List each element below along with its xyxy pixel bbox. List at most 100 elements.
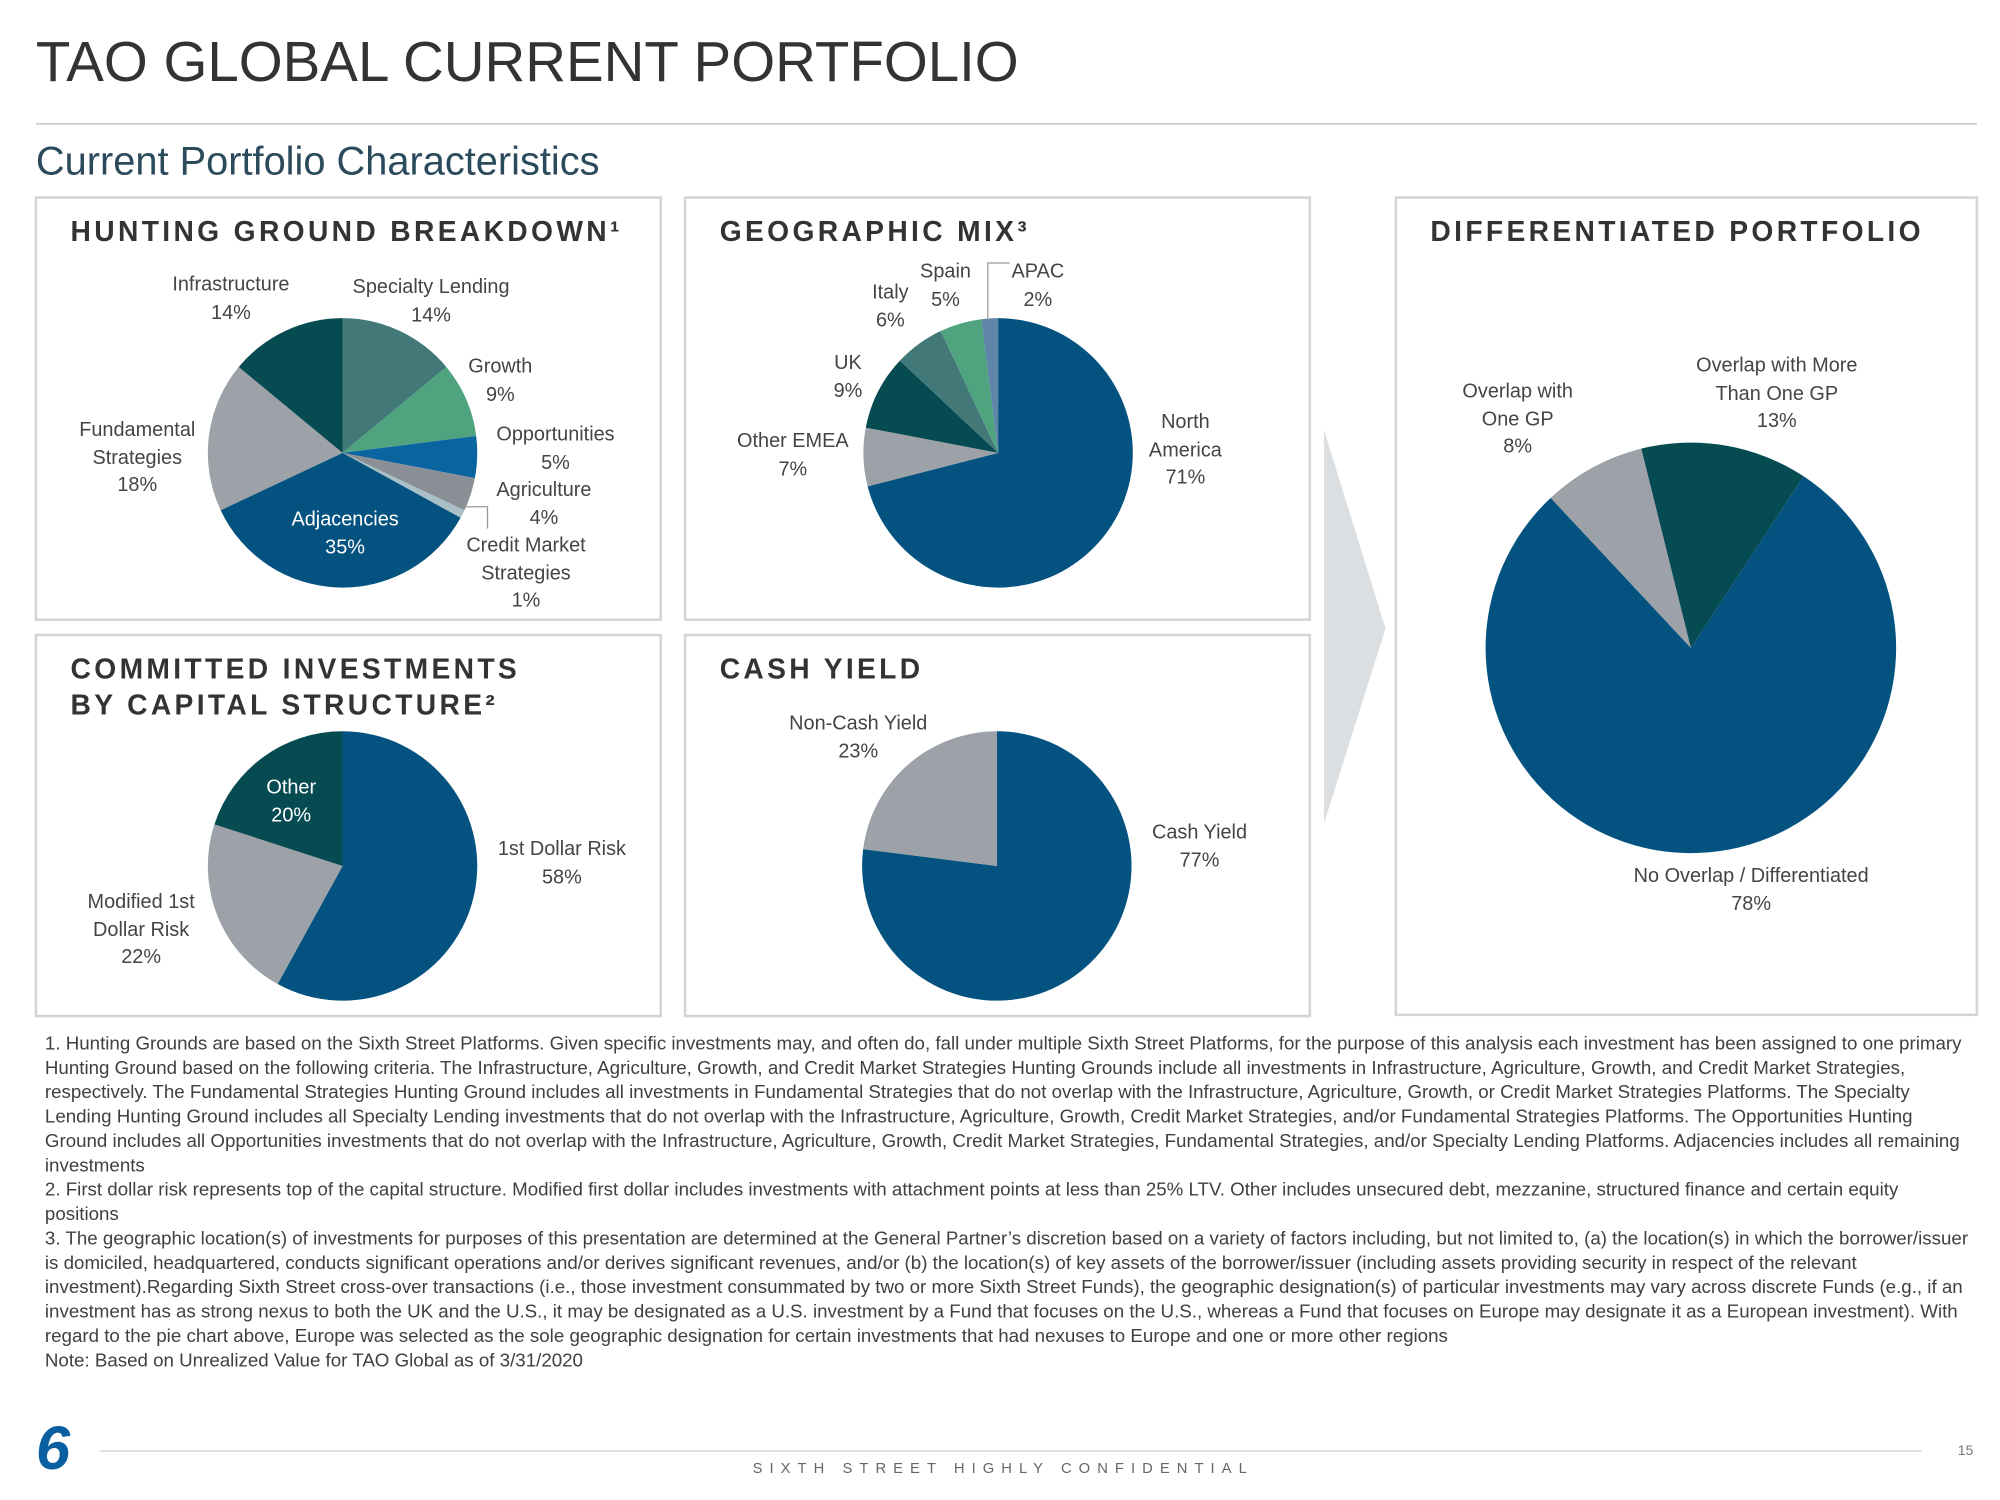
pie-slice bbox=[1641, 442, 1804, 648]
value-label: 5% bbox=[931, 288, 960, 311]
slice-label: Fundamental Strategies 18% bbox=[79, 417, 195, 500]
value-label: 23% bbox=[838, 740, 879, 763]
value-label: 6% bbox=[875, 309, 905, 331]
category-label: Credit Market Strategies bbox=[466, 534, 586, 585]
slice-label: Overlap with One GP 8% bbox=[1462, 378, 1573, 461]
pie-slice bbox=[865, 360, 999, 453]
slice-label: Opportunities 5% bbox=[496, 421, 614, 476]
panel bbox=[683, 196, 1312, 621]
category-label: Fundamental Strategies bbox=[79, 419, 196, 469]
pie-slice bbox=[940, 319, 999, 453]
slice-label: Modified 1st Dollar Risk 22% bbox=[88, 889, 195, 972]
slice-label: Specialty Lending 14% bbox=[353, 274, 510, 329]
panel-title: HUNTING GROUND BREAKDOWN¹ bbox=[70, 215, 623, 248]
panel-title: CASH YIELD bbox=[719, 652, 924, 686]
slice-label: Spain 5% bbox=[920, 259, 971, 314]
arrow bbox=[1323, 429, 1386, 824]
slice-label: Non-Cash Yield 23% bbox=[789, 710, 927, 765]
category-label: Spain bbox=[920, 261, 971, 283]
pie-slice bbox=[981, 318, 999, 453]
pie-slice bbox=[899, 330, 999, 453]
slice-label: Cash Yield 77% bbox=[1152, 819, 1247, 874]
category-label: Modified 1st Dollar Risk bbox=[87, 891, 195, 941]
category-label: Overlap with More Than One GP bbox=[1696, 355, 1858, 405]
slice-label: Infrastructure 14% bbox=[172, 271, 289, 326]
pie-slice bbox=[1485, 476, 1897, 854]
panel bbox=[683, 633, 1312, 1018]
pie-slice bbox=[207, 366, 343, 511]
slice-label: Overlap with More Than One GP 13% bbox=[1696, 352, 1857, 435]
slice-label: Adjacencies 35% bbox=[291, 506, 398, 561]
panel bbox=[34, 633, 662, 1018]
category-label: Opportunities bbox=[496, 423, 615, 446]
pie-slice bbox=[1550, 448, 1691, 648]
value-label: 2% bbox=[1023, 288, 1053, 311]
category-label: Growth bbox=[468, 356, 533, 378]
category-label: Adjacencies bbox=[291, 508, 399, 531]
slice-label: Credit Market Strategies 1% bbox=[466, 532, 585, 615]
pie-slice bbox=[342, 318, 447, 453]
pie-slice bbox=[214, 731, 343, 866]
leader-line bbox=[465, 506, 489, 529]
footnote: 3. The geographic location(s) of investm… bbox=[44, 1229, 1969, 1348]
pie-slice bbox=[342, 452, 475, 511]
panel-title: COMMITTED INVESTMENTS BY CAPITAL STRUCTU… bbox=[70, 652, 521, 721]
category-label: APAC bbox=[1011, 261, 1065, 283]
category-label: Specialty Lending bbox=[352, 276, 510, 299]
slide-subtitle: Current Portfolio Characteristics bbox=[35, 138, 600, 184]
value-label: 9% bbox=[833, 379, 863, 402]
category-label: Italy bbox=[872, 281, 909, 304]
logo: 6 bbox=[35, 1415, 71, 1484]
slice-label: Other 20% bbox=[266, 774, 316, 829]
pie-slice bbox=[207, 824, 343, 984]
value-label: 14% bbox=[211, 301, 251, 324]
value-label: 78% bbox=[1731, 892, 1772, 915]
slice-label: No Overlap / Differentiated 78% bbox=[1634, 863, 1869, 918]
category-label: Other bbox=[266, 776, 317, 799]
slice-label: Other EMEA 7% bbox=[737, 428, 849, 483]
category-label: Overlap with One GP bbox=[1462, 380, 1573, 431]
value-label: 9% bbox=[485, 383, 515, 406]
confidential: SIXTH STREET HIGHLY CONFIDENTIAL bbox=[752, 1461, 1254, 1477]
leader-line bbox=[987, 262, 1010, 321]
value-label: 13% bbox=[1756, 410, 1797, 433]
value-label: 14% bbox=[411, 304, 451, 326]
value-label: 77% bbox=[1179, 849, 1220, 872]
pie-slice bbox=[220, 452, 461, 588]
value-label: 8% bbox=[1503, 435, 1533, 458]
value-label: 4% bbox=[529, 506, 559, 529]
pie-slice bbox=[342, 435, 478, 479]
category-label: Other EMEA bbox=[737, 430, 849, 453]
panel-title: DIFFERENTIATED PORTFOLIO bbox=[1430, 215, 1924, 248]
value-label: 58% bbox=[541, 865, 582, 888]
slice-label: Italy 6% bbox=[872, 279, 908, 334]
category-label: No Overlap / Differentiated bbox=[1633, 865, 1869, 888]
footnote: Note: Based on Unrealized Value for TAO … bbox=[44, 1350, 583, 1372]
value-label: 35% bbox=[325, 536, 365, 559]
value-label: 5% bbox=[541, 451, 570, 474]
pie-slice bbox=[238, 318, 343, 453]
slice-label: 1st Dollar Risk 58% bbox=[498, 836, 626, 891]
category-label: 1st Dollar Risk bbox=[497, 838, 627, 861]
category-label: Agriculture bbox=[496, 479, 592, 501]
value-label: 1% bbox=[511, 589, 541, 612]
category-label: North America bbox=[1148, 411, 1222, 461]
value-label: 20% bbox=[271, 804, 312, 827]
slice-label: North America 71% bbox=[1149, 409, 1222, 492]
value-label: 22% bbox=[121, 946, 162, 969]
panel bbox=[34, 196, 662, 621]
slice-label: UK 9% bbox=[834, 350, 863, 405]
value-label: 71% bbox=[1165, 466, 1206, 489]
value-label: 7% bbox=[778, 457, 808, 480]
category-label: Non-Cash Yield bbox=[789, 712, 928, 735]
value-label: 18% bbox=[117, 474, 158, 497]
panel bbox=[1394, 196, 1979, 1017]
footnote: 2. First dollar risk represents top of t… bbox=[44, 1180, 1899, 1226]
slide-title: TAO GLOBAL CURRENT PORTFOLIO bbox=[35, 30, 1019, 94]
pie-slice bbox=[342, 452, 465, 518]
slice-label: APAC 2% bbox=[1012, 259, 1065, 314]
category-label: Infrastructure bbox=[172, 273, 290, 296]
